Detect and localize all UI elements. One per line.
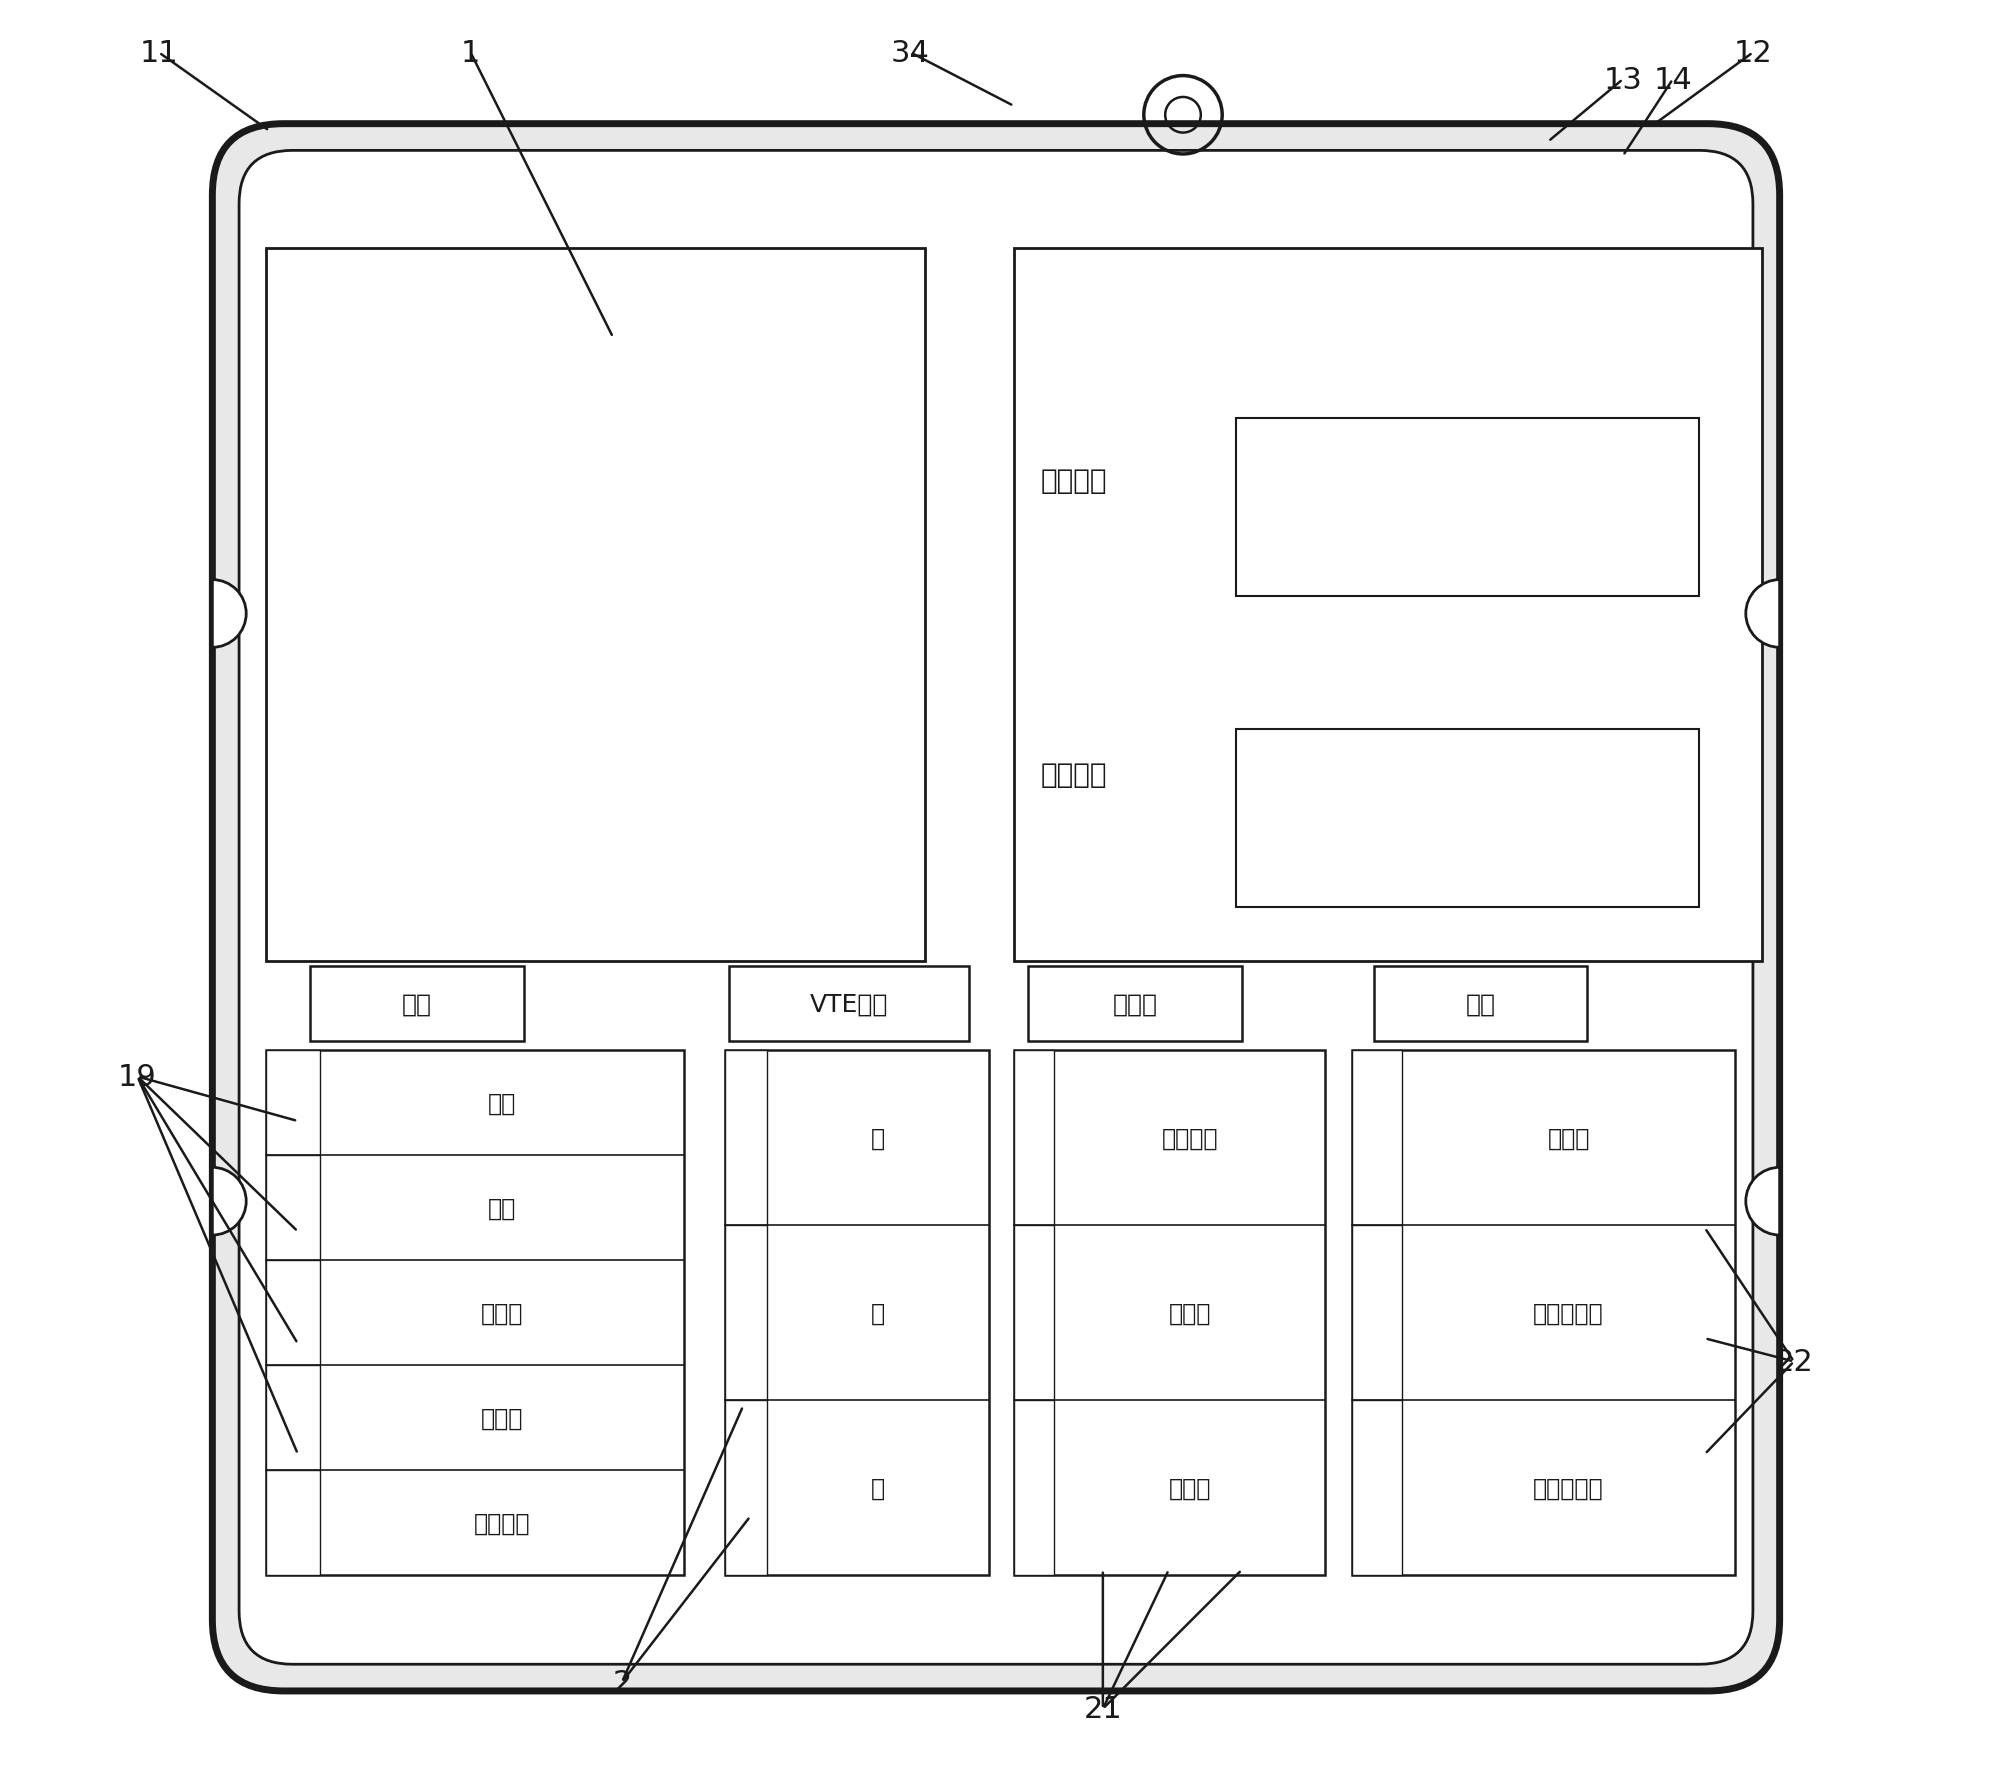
Bar <box>1014 1050 1054 1225</box>
Bar <box>1237 418 1699 596</box>
Bar <box>729 967 970 1041</box>
Text: 中: 中 <box>871 1301 884 1324</box>
Bar <box>265 1260 321 1365</box>
Text: 13: 13 <box>1604 66 1641 94</box>
Text: 青霉素类: 青霉素类 <box>1161 1125 1219 1150</box>
Bar <box>1237 730 1699 908</box>
Bar <box>265 1155 321 1260</box>
Bar <box>1014 249 1761 961</box>
Text: 12: 12 <box>1733 39 1773 68</box>
Text: 低脂: 低脂 <box>488 1196 516 1219</box>
Text: 14: 14 <box>1653 66 1691 94</box>
Text: 防压疮: 防压疮 <box>1548 1125 1590 1150</box>
Bar <box>265 1050 685 1575</box>
Text: 2: 2 <box>612 1668 631 1696</box>
Text: 头孢类: 头孢类 <box>1169 1301 1211 1324</box>
Text: 34: 34 <box>890 39 930 68</box>
Bar <box>265 1365 321 1470</box>
FancyBboxPatch shape <box>239 151 1753 1664</box>
Text: 低蛋白: 低蛋白 <box>482 1301 524 1324</box>
Bar <box>725 1401 767 1575</box>
Bar <box>311 967 524 1041</box>
Bar <box>725 1050 988 1575</box>
Text: 其它: 其它 <box>1466 991 1496 1016</box>
Wedge shape <box>213 580 247 648</box>
Bar <box>265 1050 321 1155</box>
Bar <box>1014 1225 1054 1401</box>
Text: 防导管滑脱: 防导管滑脱 <box>1534 1301 1604 1324</box>
Text: 过敏类: 过敏类 <box>1112 991 1157 1016</box>
Bar <box>265 249 924 961</box>
FancyBboxPatch shape <box>213 125 1779 1691</box>
Bar <box>1014 1401 1054 1575</box>
Bar <box>1374 967 1588 1041</box>
Text: VTE评估: VTE评估 <box>811 991 888 1016</box>
Bar <box>1353 1050 1735 1575</box>
Text: 22: 22 <box>1775 1347 1813 1376</box>
Text: 普通饮食: 普通饮食 <box>474 1511 530 1534</box>
Bar <box>1353 1225 1402 1401</box>
Text: 1: 1 <box>460 39 480 68</box>
Wedge shape <box>1745 580 1779 648</box>
Text: 高: 高 <box>871 1125 884 1150</box>
Text: 11: 11 <box>139 39 179 68</box>
Wedge shape <box>213 1168 247 1235</box>
Text: 低: 低 <box>871 1476 884 1501</box>
Text: 糖尿病: 糖尿病 <box>482 1406 524 1429</box>
Text: 21: 21 <box>1084 1695 1121 1723</box>
Bar <box>1028 967 1241 1041</box>
Text: 责任护士: 责任护士 <box>1040 760 1108 789</box>
Text: 低盐: 低盐 <box>488 1091 516 1114</box>
Wedge shape <box>1745 1168 1779 1235</box>
Bar <box>1353 1050 1402 1225</box>
Text: 主管医生: 主管医生 <box>1040 466 1108 495</box>
Bar <box>725 1225 767 1401</box>
Text: 防跌倒坠床: 防跌倒坠床 <box>1534 1476 1604 1501</box>
Text: 磺胺类: 磺胺类 <box>1169 1476 1211 1501</box>
Bar <box>265 1470 321 1575</box>
Text: 19: 19 <box>118 1063 157 1091</box>
Bar <box>1353 1401 1402 1575</box>
Text: 饮食: 饮食 <box>402 991 432 1016</box>
Bar <box>1014 1050 1325 1575</box>
Bar <box>725 1050 767 1225</box>
